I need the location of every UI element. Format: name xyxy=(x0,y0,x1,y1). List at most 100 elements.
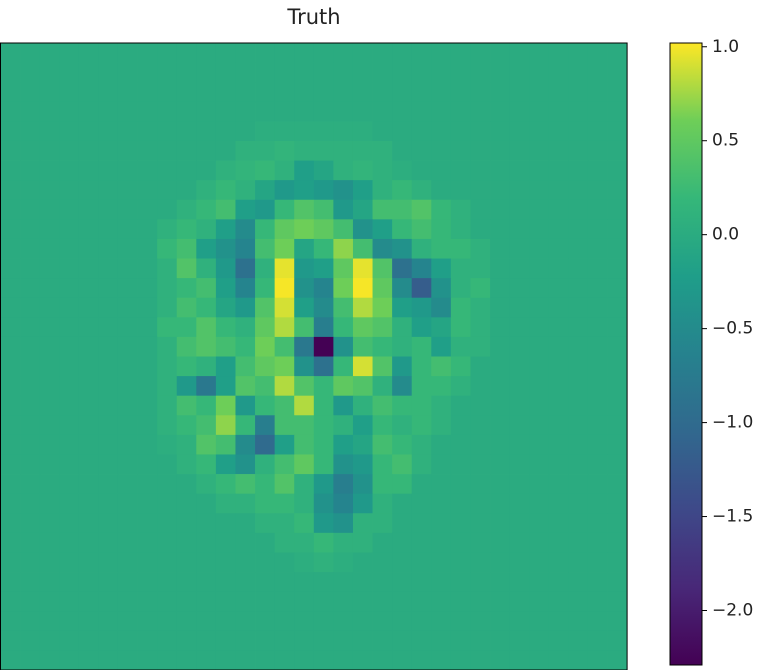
cell xyxy=(117,591,138,612)
cell xyxy=(59,552,80,573)
cell xyxy=(215,532,236,553)
cell xyxy=(274,160,295,181)
cell xyxy=(235,356,256,377)
cell xyxy=(196,199,217,220)
cell xyxy=(333,513,354,534)
cell xyxy=(20,62,41,83)
cell xyxy=(117,630,138,651)
cell xyxy=(568,493,589,514)
colorbar-tick-label: 0.5 xyxy=(712,131,739,151)
cell xyxy=(274,180,295,201)
cell xyxy=(255,297,276,318)
cell xyxy=(333,258,354,279)
cell xyxy=(157,513,178,534)
cell xyxy=(78,395,99,416)
cell xyxy=(372,454,393,475)
cell xyxy=(431,219,452,240)
cell xyxy=(39,258,60,279)
cell xyxy=(78,376,99,397)
cell xyxy=(59,591,80,612)
cell xyxy=(176,630,197,651)
cell xyxy=(411,513,432,534)
cell xyxy=(59,650,80,670)
cell xyxy=(176,454,197,475)
cell xyxy=(294,376,315,397)
cell xyxy=(529,297,550,318)
cell xyxy=(294,121,315,142)
cell xyxy=(78,219,99,240)
cell xyxy=(20,317,41,338)
cell xyxy=(196,101,217,122)
cell xyxy=(176,317,197,338)
cell xyxy=(215,611,236,632)
cell xyxy=(450,493,471,514)
cell xyxy=(98,101,119,122)
cell xyxy=(509,532,530,553)
cell xyxy=(294,258,315,279)
cell xyxy=(333,336,354,357)
cell xyxy=(568,572,589,593)
cell xyxy=(411,160,432,181)
cell xyxy=(372,630,393,651)
cell xyxy=(0,532,21,553)
cell xyxy=(411,591,432,612)
cell xyxy=(450,82,471,103)
cell xyxy=(274,356,295,377)
cell xyxy=(20,493,41,514)
cell xyxy=(39,160,60,181)
cell xyxy=(587,121,608,142)
cell xyxy=(137,532,158,553)
cell xyxy=(0,121,21,142)
cell xyxy=(0,238,21,259)
cell xyxy=(450,513,471,534)
cell xyxy=(39,317,60,338)
cell xyxy=(411,62,432,83)
cell xyxy=(176,62,197,83)
cell xyxy=(176,219,197,240)
cell xyxy=(333,650,354,670)
cell xyxy=(490,160,511,181)
cell xyxy=(352,62,373,83)
cell xyxy=(431,532,452,553)
cell xyxy=(548,474,569,495)
cell xyxy=(255,278,276,299)
cell xyxy=(509,199,530,220)
cell xyxy=(274,650,295,670)
cell xyxy=(470,62,491,83)
cell xyxy=(548,630,569,651)
cell xyxy=(470,474,491,495)
cell xyxy=(78,336,99,357)
cell xyxy=(587,376,608,397)
cell xyxy=(294,611,315,632)
cell xyxy=(490,336,511,357)
cell xyxy=(490,532,511,553)
cell xyxy=(78,356,99,377)
cell xyxy=(529,238,550,259)
cell xyxy=(607,278,628,299)
cell xyxy=(78,258,99,279)
cell xyxy=(411,278,432,299)
cell xyxy=(333,238,354,259)
cell xyxy=(176,474,197,495)
cell xyxy=(490,434,511,455)
cell xyxy=(587,82,608,103)
cell xyxy=(333,474,354,495)
cell xyxy=(372,611,393,632)
cell xyxy=(294,82,315,103)
cell xyxy=(78,513,99,534)
cell xyxy=(490,474,511,495)
colorbar xyxy=(669,42,703,666)
cell xyxy=(176,513,197,534)
cell xyxy=(392,317,413,338)
cell xyxy=(313,434,334,455)
cell xyxy=(176,238,197,259)
cell xyxy=(607,101,628,122)
cell xyxy=(548,356,569,377)
cell xyxy=(470,180,491,201)
cell xyxy=(392,43,413,63)
cell xyxy=(431,238,452,259)
cell xyxy=(78,415,99,436)
cell xyxy=(607,43,628,63)
cell xyxy=(431,513,452,534)
